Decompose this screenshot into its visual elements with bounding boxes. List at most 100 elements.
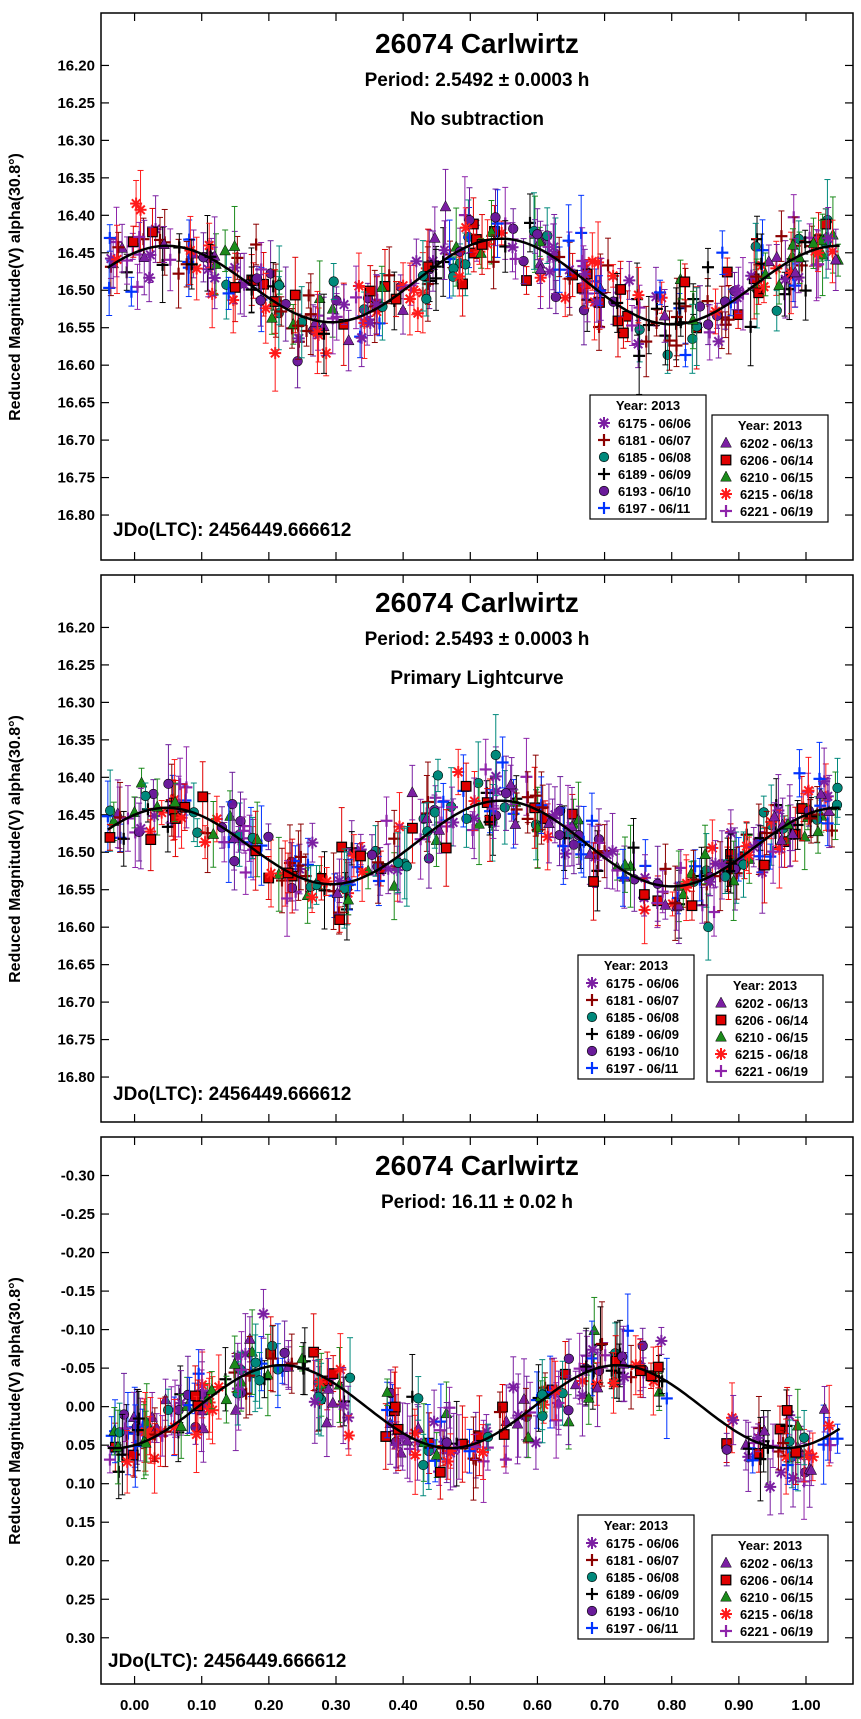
legend-box: [706, 974, 824, 1083]
legend-box: [711, 1534, 829, 1643]
data-point: [580, 1327, 593, 1406]
data-point: [380, 1403, 392, 1470]
data-point: [423, 828, 435, 889]
data-point: [781, 1386, 793, 1434]
data-point: [306, 881, 319, 914]
y-tick-label: 16.60: [57, 357, 95, 374]
data-point: [280, 266, 291, 342]
y-tick-label: 16.20: [57, 619, 95, 636]
legend-entry: 6206 - 06/14: [715, 1013, 809, 1028]
legend-label: 6206 - 06/14: [740, 453, 814, 468]
legend-entry: 6197 - 06/11: [586, 1061, 678, 1076]
x-tick-label: 0.60: [523, 1697, 552, 1714]
data-point: [199, 825, 212, 860]
data-point: [708, 887, 721, 937]
legend-label: 6185 - 06/08: [606, 1570, 679, 1585]
data-point: [317, 293, 330, 374]
y-tick-label: 16.60: [57, 919, 95, 936]
legend-label: 6221 - 06/19: [735, 1064, 808, 1079]
data-point: [328, 262, 339, 300]
data-point: [588, 842, 599, 921]
panel-secondary-period: -0.30 -0.25 -0.20 -0.15 -0.10 -0.05 0.00 0.05 0.…: [7, 1136, 854, 1714]
data-point: [750, 222, 761, 271]
chart-title: 26074 Carlwirtz: [375, 587, 579, 618]
data-point: [103, 1445, 116, 1474]
y-axis: 16.20 16.25 16.30 16.35 16.40 16.45 16.50 16.55…: [57, 57, 853, 524]
chart-note: No subtraction: [410, 109, 544, 130]
y-axis-label: Reduced Magnitude(V) alpha(30.8°): [7, 1277, 24, 1545]
data-point: [656, 870, 669, 914]
data-point: [237, 816, 250, 846]
data-point: [711, 302, 723, 329]
legend-entry: 6189 - 06/09: [598, 467, 691, 482]
plot-frame: [100, 574, 854, 1123]
data-point: [655, 1326, 668, 1355]
data-point: [438, 220, 451, 280]
legend-label: 6175 - 06/06: [606, 976, 679, 991]
data-point: [500, 755, 512, 831]
legend-entry: 6175 - 06/06: [598, 416, 691, 431]
data-point: [116, 1413, 129, 1496]
data-point: [521, 266, 532, 295]
data-point: [185, 239, 198, 290]
data-point: [623, 260, 636, 300]
y-tick-label: 16.75: [57, 1032, 95, 1049]
data-point: [799, 1409, 810, 1466]
data-point: [131, 263, 144, 310]
legend-label: 6181 - 06/07: [606, 993, 679, 1008]
legend-entry: 6181 - 06/07: [586, 993, 679, 1008]
data-point: [791, 800, 804, 850]
data-point: [499, 1445, 512, 1474]
y-tick-label: 16.35: [57, 732, 95, 749]
data-point: [222, 276, 235, 310]
data-point: [654, 279, 667, 306]
data-point: [421, 281, 432, 317]
data-point: [479, 738, 492, 801]
data-point: [744, 287, 757, 367]
data-point: [709, 840, 722, 888]
data-point: [543, 783, 555, 864]
data-point: [464, 187, 475, 253]
plot-frame: [100, 1136, 854, 1685]
data-point: [441, 1402, 452, 1484]
data-point: [413, 1376, 424, 1421]
legend-entry: 6185 - 06/08: [586, 1570, 679, 1585]
data-point: [520, 737, 533, 816]
data-point: [327, 1379, 339, 1428]
legend-label: 6189 - 06/09: [606, 1587, 679, 1602]
data-points: [101, 714, 843, 961]
data-point: [779, 240, 792, 319]
data-point: [476, 214, 488, 275]
chart-title: 26074 Carlwirtz: [375, 28, 579, 59]
data-point: [611, 273, 624, 333]
legend-entry: 6202 - 06/13: [720, 1556, 813, 1571]
data-point: [764, 1458, 777, 1516]
legend-year: Year: 2013: [738, 418, 802, 433]
data-point: [292, 291, 305, 360]
y-tick-label: -0.15: [61, 1283, 95, 1300]
data-point: [397, 286, 409, 335]
data-point: [793, 749, 806, 798]
data-point: [507, 1356, 520, 1419]
data-point: [321, 1388, 333, 1458]
legend-left: Year: 2013 6175 - 06/06 6181 - 06/07 6185 -…: [577, 954, 695, 1080]
legend-entry: 6185 - 06/08: [586, 1010, 679, 1025]
data-point: [754, 1416, 767, 1502]
data-point: [285, 1333, 298, 1394]
legend-entry: 6193 - 06/10: [586, 1044, 679, 1059]
y-tick-label: 16.40: [57, 769, 95, 786]
data-point: [490, 714, 501, 796]
legend-entry: 6197 - 06/11: [598, 501, 690, 516]
data-point: [366, 834, 378, 876]
data-point: [104, 238, 117, 279]
data-point: [229, 252, 241, 323]
data-point: [220, 1375, 233, 1424]
data-point: [640, 305, 653, 378]
plot-frame: [100, 12, 854, 561]
data-point: [818, 1385, 831, 1433]
data-point: [289, 256, 301, 334]
data-point: [311, 290, 324, 375]
legend-entry: 6181 - 06/07: [586, 1553, 679, 1568]
data-point: [355, 843, 366, 869]
